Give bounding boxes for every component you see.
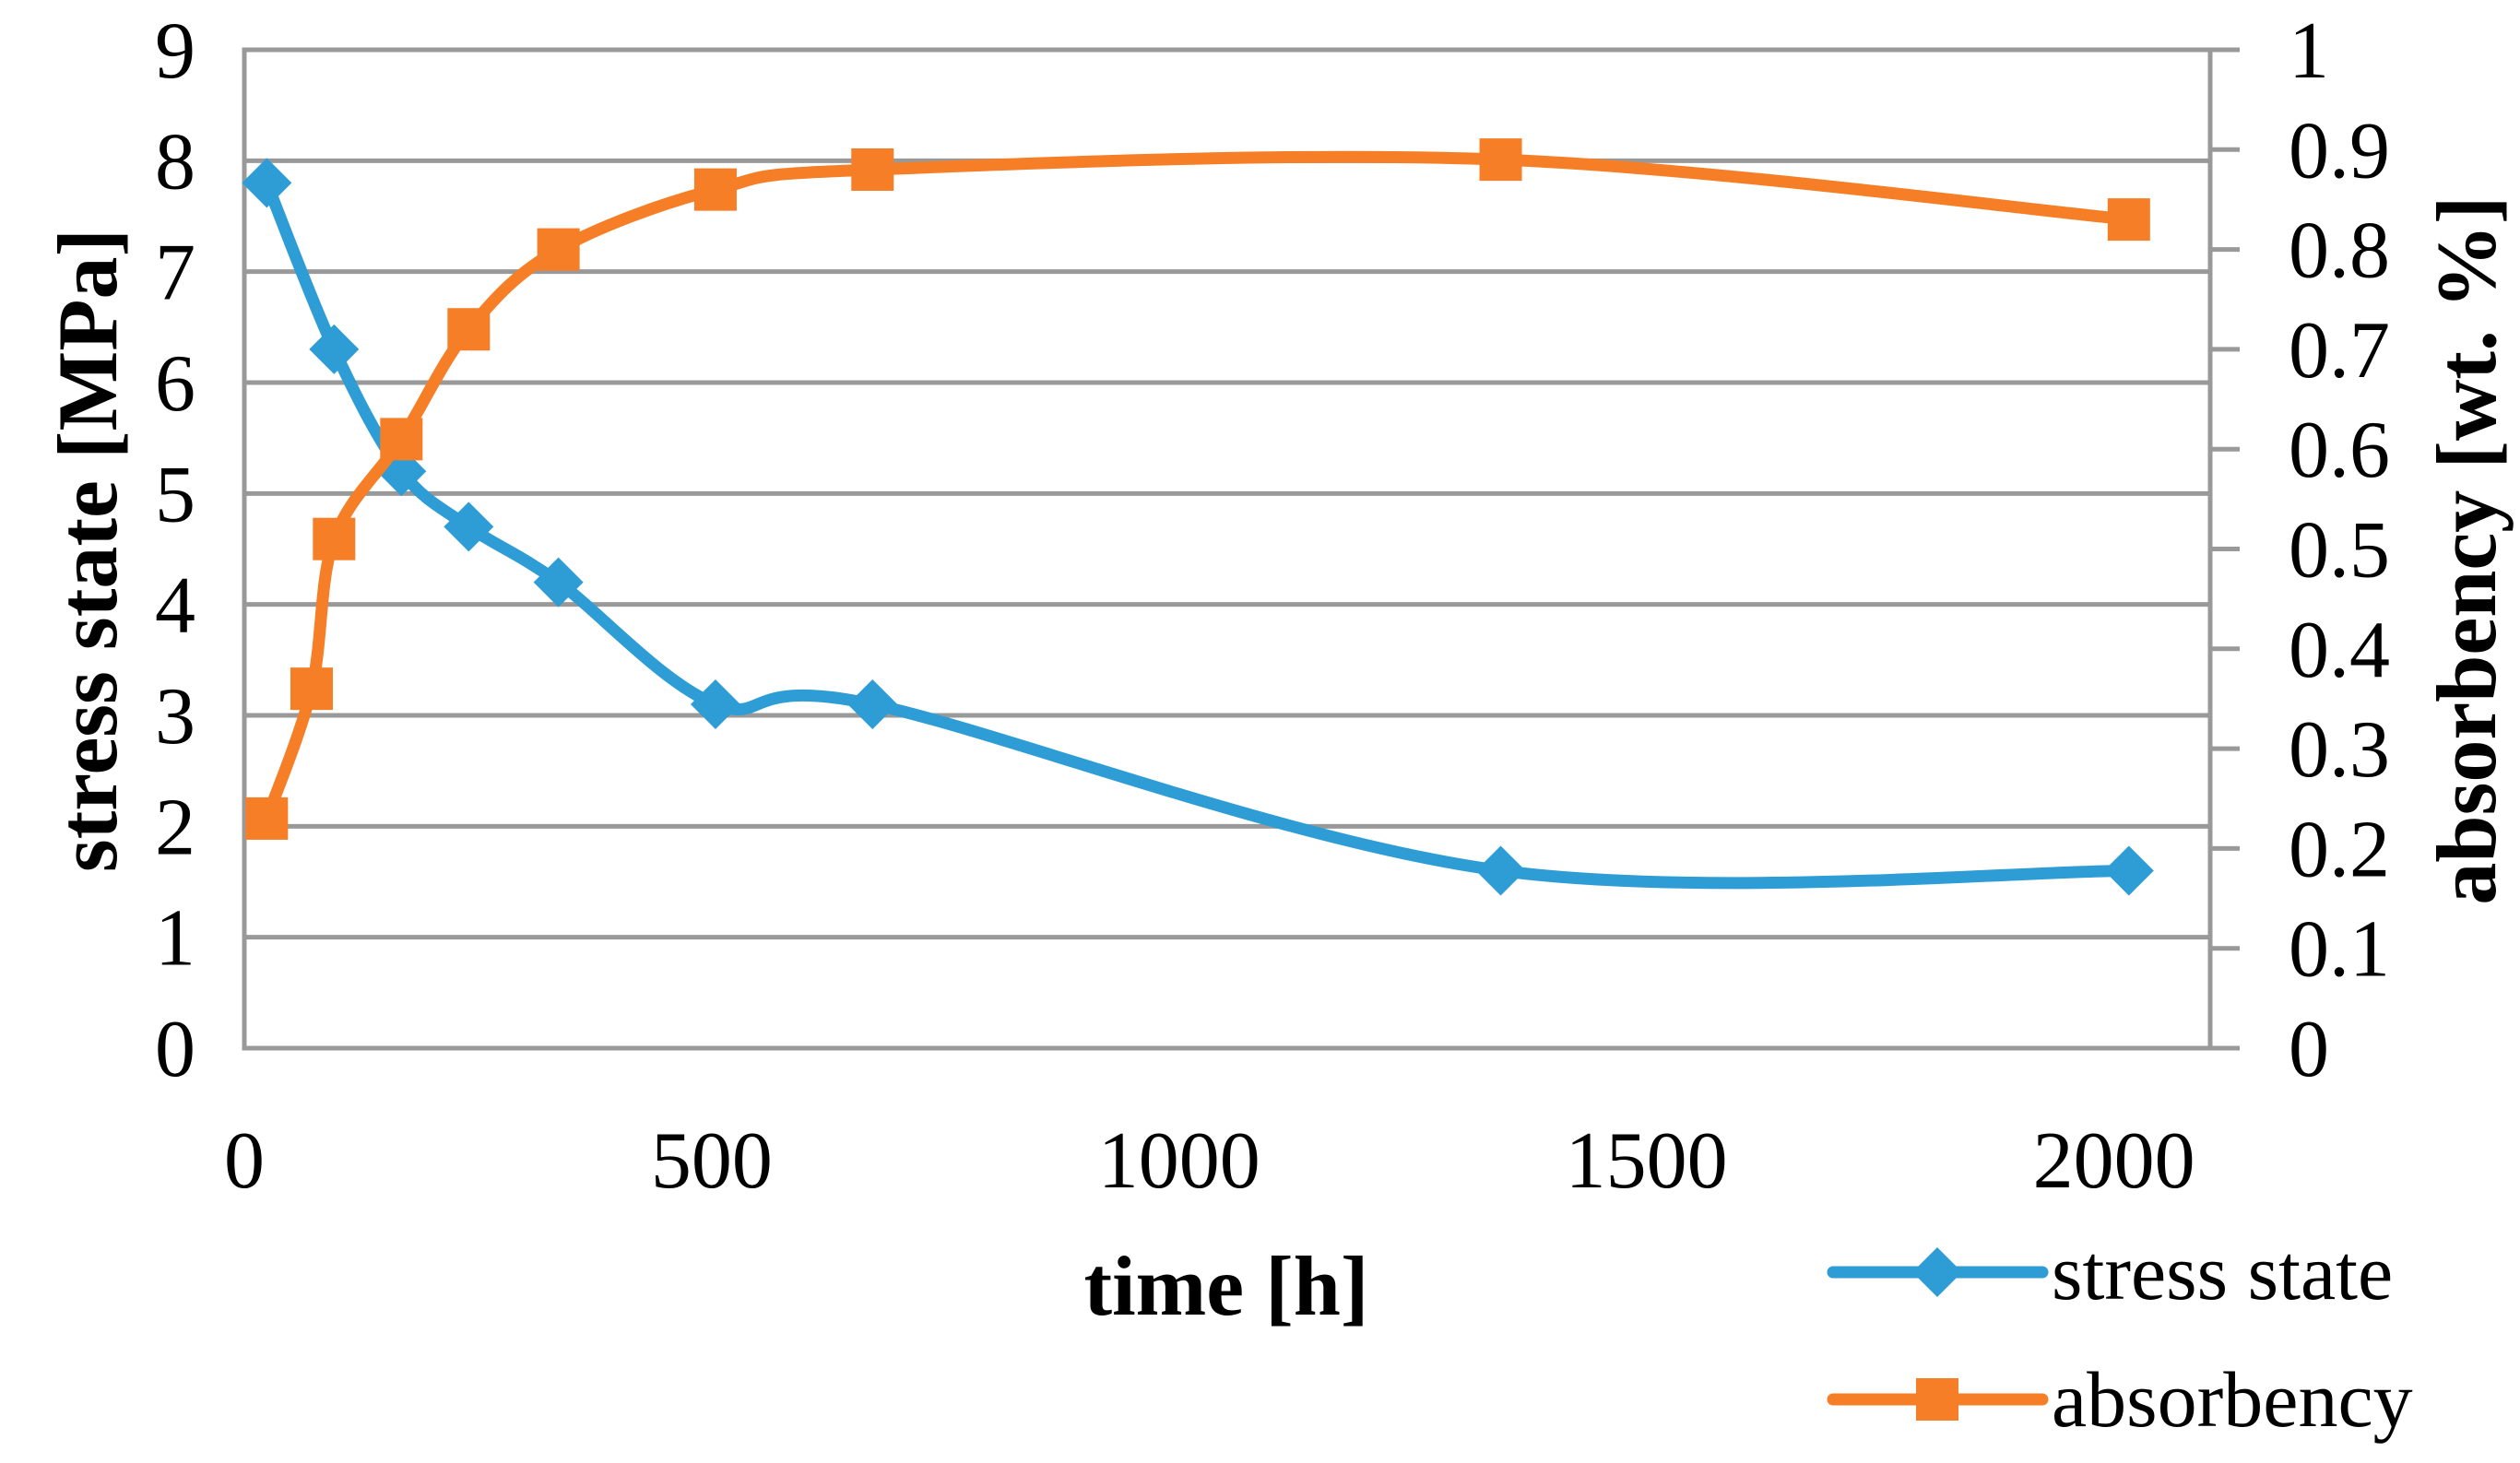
x-axis-tick-label: 0 bbox=[224, 1116, 265, 1206]
right-axis-tick-label: 0.5 bbox=[2289, 506, 2390, 596]
marker-square-absorbency bbox=[380, 418, 423, 461]
left-axis-tick-label: 8 bbox=[155, 117, 195, 206]
marker-square-absorbency bbox=[851, 147, 894, 191]
right-axis-tick-label: 0.6 bbox=[2289, 406, 2390, 495]
marker-square-absorbency bbox=[537, 228, 580, 271]
marker-diamond-stress-state bbox=[444, 501, 494, 552]
marker-square-absorbency bbox=[2107, 198, 2150, 242]
right-axis-tick-label: 0.7 bbox=[2289, 306, 2390, 395]
left-axis-tick-label: 7 bbox=[155, 229, 195, 318]
marker-square-absorbency bbox=[290, 667, 333, 711]
marker-diamond-stress-state bbox=[533, 557, 584, 608]
marker-diamond-stress-state bbox=[1475, 845, 1526, 896]
marker-square-absorbency bbox=[245, 796, 289, 840]
right-axis-tick-label: 0.1 bbox=[2289, 905, 2390, 995]
marker-square-absorbency bbox=[693, 168, 737, 211]
x-axis-title: time [h] bbox=[1083, 1239, 1369, 1333]
marker-diamond-stress-state bbox=[242, 158, 292, 208]
x-axis-tick-label: 1500 bbox=[1566, 1116, 1728, 1206]
right-axis-tick-label: 1 bbox=[2289, 6, 2329, 96]
legend-label-absorbency: absorbency bbox=[2052, 1355, 2413, 1444]
marker-diamond-stress-state bbox=[847, 678, 898, 729]
right-axis-tick-label: 0.9 bbox=[2289, 106, 2390, 195]
left-axis-tick-label: 4 bbox=[155, 561, 195, 651]
legend-marker-stress-state bbox=[1912, 1247, 1962, 1297]
right-axis-tick-label: 0.2 bbox=[2289, 805, 2390, 894]
right-axis-tick-label: 0.3 bbox=[2289, 705, 2390, 795]
marker-diamond-stress-state bbox=[690, 678, 740, 729]
marker-square-absorbency bbox=[447, 308, 491, 351]
left-axis-tick-label: 3 bbox=[155, 672, 195, 761]
legend-marker-absorbency bbox=[1916, 1378, 1958, 1421]
right-axis-tick-label: 0.4 bbox=[2289, 606, 2390, 695]
marker-square-absorbency bbox=[313, 517, 356, 560]
marker-diamond-stress-state bbox=[309, 324, 360, 374]
left-axis-tick-label: 2 bbox=[155, 783, 195, 872]
right-axis-tick-label: 0.8 bbox=[2289, 206, 2390, 296]
right-axis-title: absorbency [wt. %] bbox=[2419, 195, 2514, 905]
left-axis-tick-label: 9 bbox=[155, 6, 195, 96]
marker-square-absorbency bbox=[1479, 138, 1522, 182]
legend-label-stress-state: stress state bbox=[2052, 1228, 2394, 1316]
left-axis-tick-label: 6 bbox=[155, 339, 195, 429]
series-line-stress-state bbox=[260, 176, 2135, 890]
marker-diamond-stress-state bbox=[2103, 845, 2154, 896]
left-axis-tick-label: 1 bbox=[155, 894, 195, 984]
left-axis-tick-label: 0 bbox=[155, 1005, 195, 1094]
x-axis-tick-label: 500 bbox=[651, 1116, 773, 1206]
right-axis-tick-label: 0 bbox=[2289, 1005, 2329, 1094]
left-axis-tick-label: 5 bbox=[155, 450, 195, 539]
x-axis-tick-label: 1000 bbox=[1098, 1116, 1260, 1206]
x-axis-tick-label: 2000 bbox=[2033, 1116, 2195, 1206]
left-axis-title: stress state [MPa] bbox=[41, 228, 135, 873]
